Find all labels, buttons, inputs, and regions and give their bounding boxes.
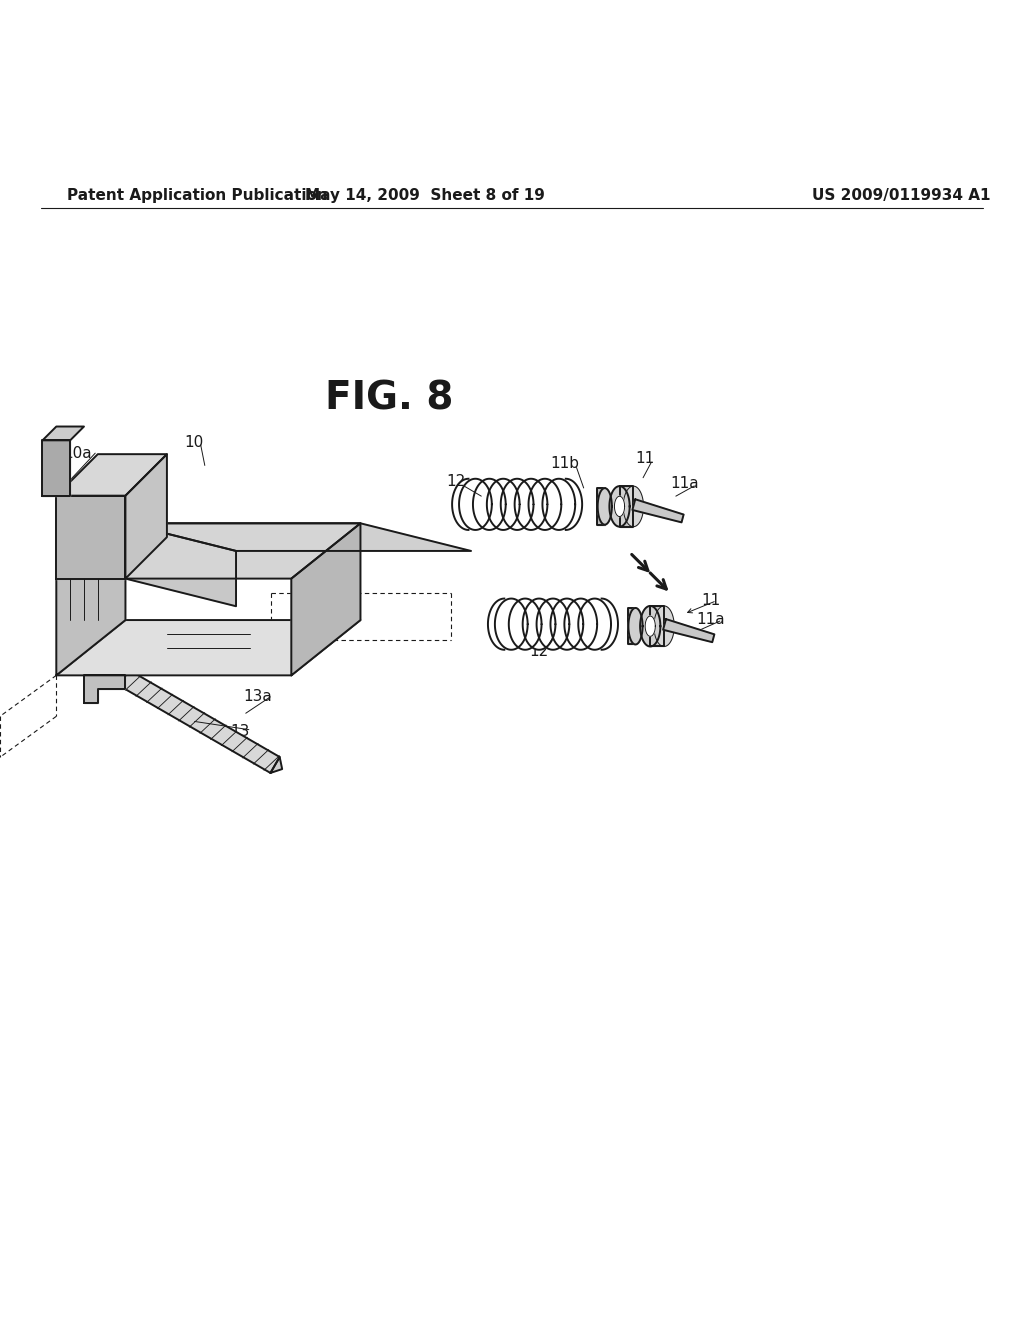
Polygon shape [509, 598, 542, 649]
Polygon shape [629, 609, 643, 644]
Polygon shape [624, 486, 643, 527]
Polygon shape [501, 479, 534, 529]
Polygon shape [645, 616, 655, 636]
Polygon shape [98, 653, 127, 689]
Polygon shape [579, 598, 611, 649]
Polygon shape [528, 479, 561, 529]
Polygon shape [125, 454, 167, 578]
Text: 13: 13 [230, 725, 250, 739]
Polygon shape [56, 537, 125, 676]
Polygon shape [495, 598, 527, 649]
Text: 10a: 10a [63, 446, 92, 461]
Polygon shape [473, 479, 506, 529]
Polygon shape [270, 756, 283, 774]
Polygon shape [614, 496, 625, 516]
Polygon shape [486, 479, 519, 529]
Polygon shape [56, 523, 360, 578]
Text: 13a: 13a [244, 689, 272, 705]
Text: 11: 11 [701, 593, 721, 609]
Polygon shape [551, 598, 584, 649]
Polygon shape [640, 606, 660, 647]
Text: 10: 10 [184, 436, 204, 450]
Polygon shape [515, 479, 548, 529]
Polygon shape [633, 499, 684, 523]
Polygon shape [650, 606, 664, 647]
Polygon shape [125, 523, 236, 606]
Polygon shape [664, 619, 715, 642]
Polygon shape [597, 488, 605, 524]
Text: US 2009/0119934 A1: US 2009/0119934 A1 [812, 187, 990, 202]
Polygon shape [609, 486, 630, 527]
Polygon shape [564, 598, 597, 649]
Polygon shape [56, 620, 360, 676]
Text: 12: 12 [529, 644, 549, 659]
Text: Patent Application Publication: Patent Application Publication [67, 187, 328, 202]
Polygon shape [522, 598, 555, 649]
Text: 11b: 11b [550, 455, 579, 471]
Polygon shape [537, 598, 569, 649]
Polygon shape [292, 523, 360, 676]
Polygon shape [459, 479, 492, 529]
Text: 11: 11 [635, 450, 654, 466]
Polygon shape [56, 454, 167, 495]
Polygon shape [628, 609, 636, 644]
Polygon shape [620, 486, 633, 527]
Polygon shape [125, 523, 471, 550]
Polygon shape [42, 441, 70, 495]
Polygon shape [120, 671, 280, 774]
Text: 11a: 11a [696, 611, 725, 627]
Text: 12: 12 [446, 474, 466, 490]
Text: May 14, 2009  Sheet 8 of 19: May 14, 2009 Sheet 8 of 19 [305, 187, 545, 202]
Text: FIG. 8: FIG. 8 [325, 380, 454, 418]
Polygon shape [56, 495, 125, 578]
Polygon shape [84, 676, 125, 704]
Text: 11a: 11a [671, 477, 699, 491]
Polygon shape [42, 426, 84, 441]
Polygon shape [598, 488, 612, 524]
Polygon shape [543, 479, 575, 529]
Polygon shape [654, 606, 674, 647]
